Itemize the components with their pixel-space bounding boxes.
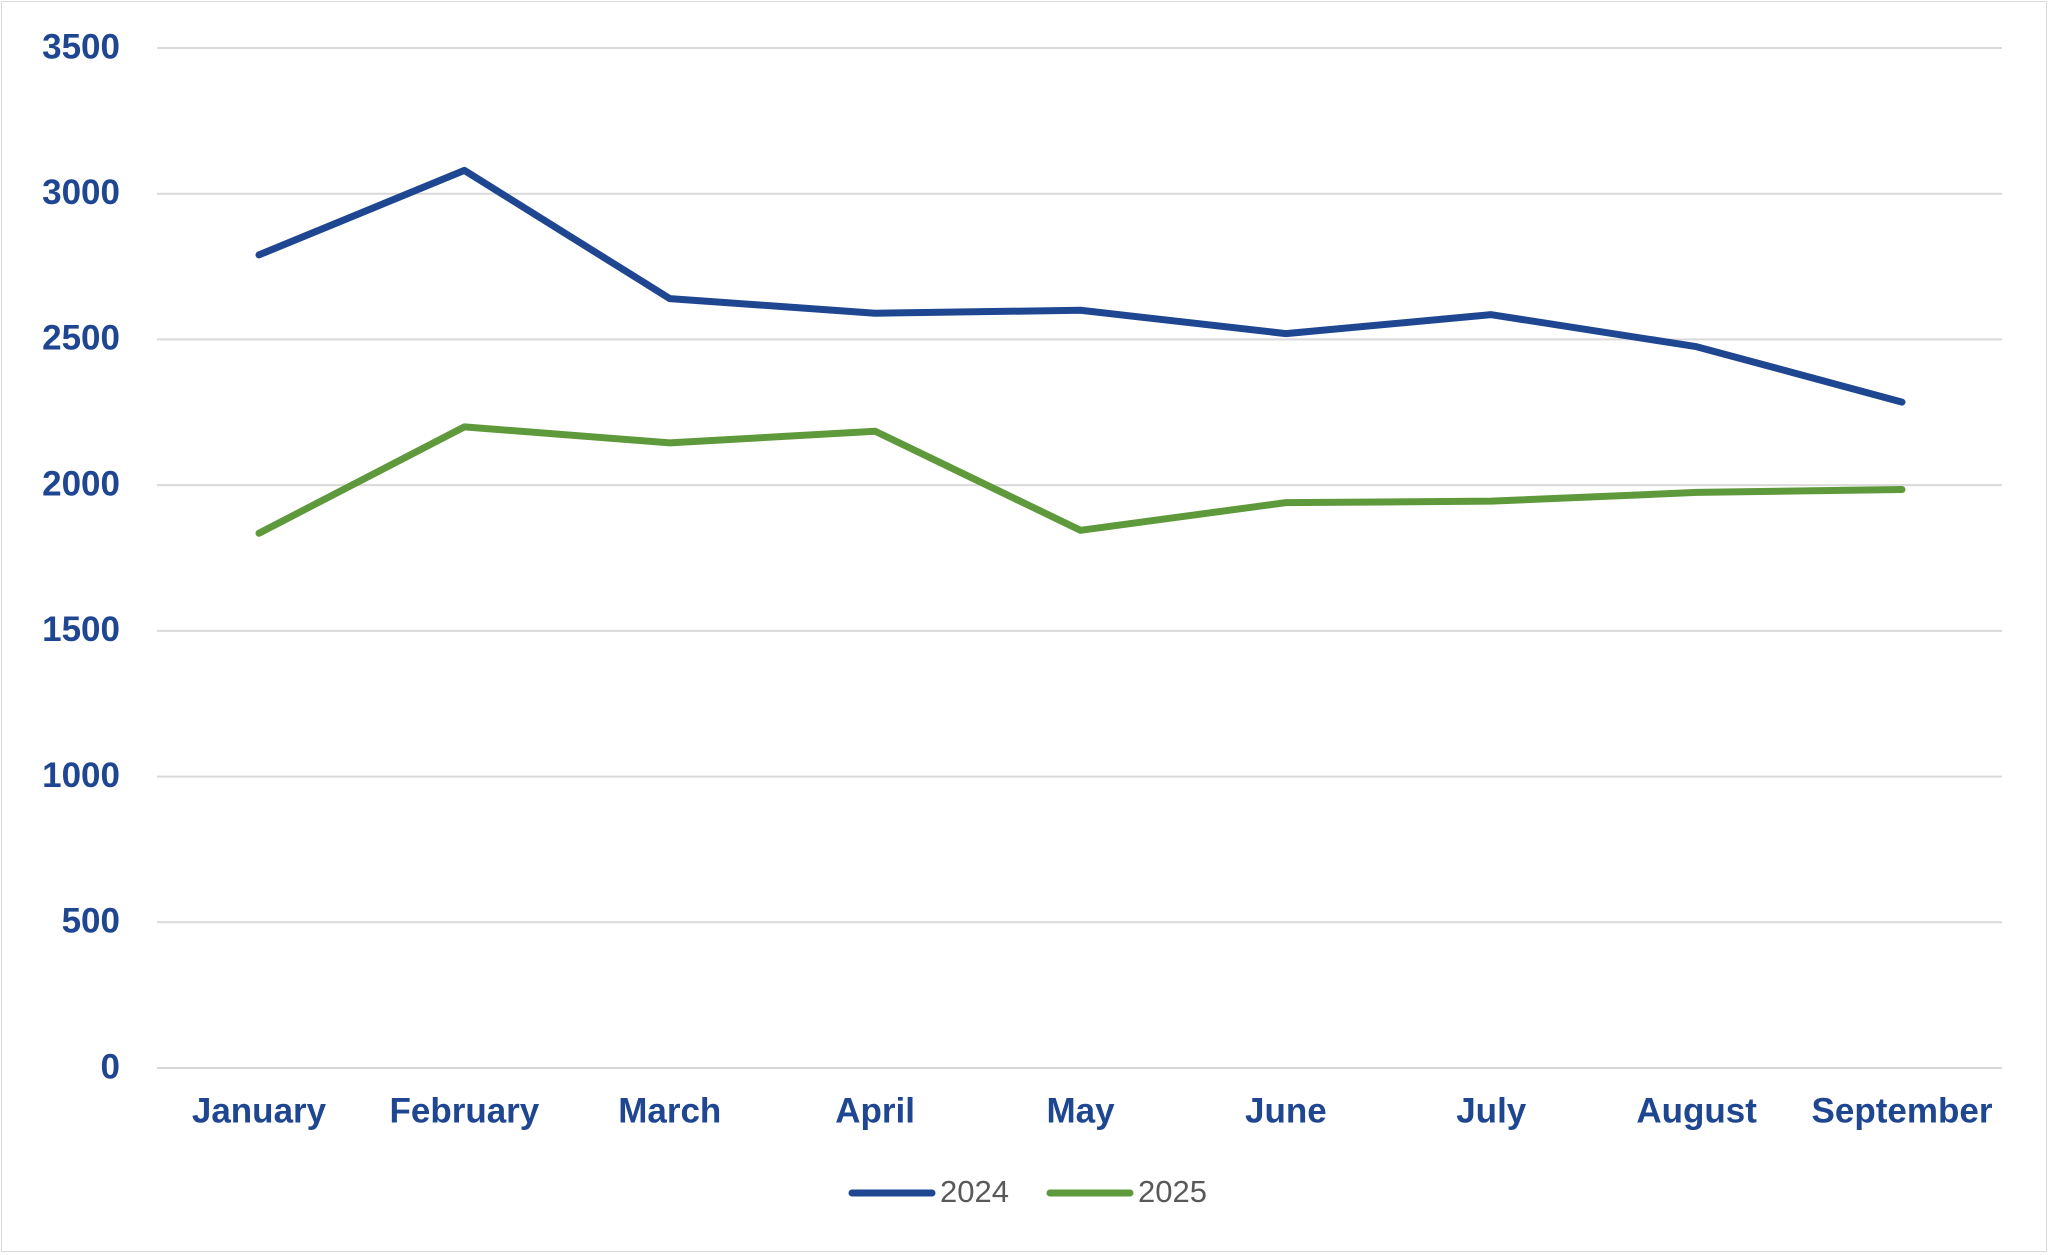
- y-tick-label: 1500: [42, 610, 120, 649]
- legend: 2024 2025: [848, 1174, 1207, 1209]
- x-tick-label: September: [1812, 1091, 1993, 1130]
- series-line-2024: [255, 166, 1906, 406]
- x-tick-label: July: [1456, 1091, 1527, 1130]
- y-tick-label: 500: [62, 902, 120, 941]
- y-tick-label: 3000: [42, 173, 120, 212]
- y-tick-label: 2000: [42, 464, 120, 503]
- series-line-2025: [255, 423, 1906, 537]
- y-tick-label: 2500: [42, 319, 120, 358]
- x-tick-label: February: [389, 1091, 539, 1130]
- y-tick-label: 3500: [42, 27, 120, 66]
- y-tick-label: 1000: [42, 756, 120, 795]
- legend-label-2025: 2025: [1138, 1174, 1207, 1209]
- gridlines: [157, 47, 2002, 1069]
- x-tick-label: June: [1245, 1091, 1327, 1130]
- x-axis-tick-labels: January February March April May June July Augu…: [192, 1091, 1993, 1130]
- x-tick-label: March: [618, 1091, 721, 1130]
- series-lines: [255, 166, 1906, 537]
- x-tick-label: April: [835, 1091, 915, 1130]
- y-axis-tick-labels: 0 500 1000 1500 2000 2500 3000 3500: [42, 27, 120, 1086]
- x-tick-label: August: [1636, 1091, 1757, 1130]
- x-tick-label: May: [1046, 1091, 1115, 1130]
- x-tick-label: January: [192, 1091, 327, 1130]
- legend-label-2024: 2024: [940, 1174, 1009, 1209]
- y-tick-label: 0: [101, 1047, 120, 1086]
